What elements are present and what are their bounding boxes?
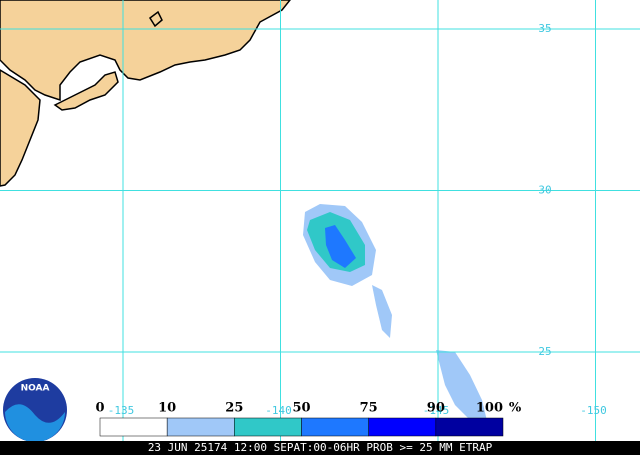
legend-swatch bbox=[435, 417, 504, 437]
lat-label: 35 bbox=[538, 22, 551, 35]
lon-label: -145 bbox=[423, 404, 450, 417]
legend-swatch bbox=[234, 417, 302, 437]
lat-label: 25 bbox=[538, 345, 551, 358]
legend-swatch bbox=[301, 417, 369, 437]
footer-bar bbox=[0, 441, 640, 455]
legend-unit: % bbox=[509, 401, 522, 416]
noaa-logo: NOAA bbox=[3, 378, 67, 442]
legend-swatch bbox=[99, 417, 168, 437]
legend: 0 10 25 50 75 90 100% bbox=[95, 401, 522, 437]
precip bbox=[303, 204, 488, 425]
lon-label: -140 bbox=[265, 404, 292, 417]
legend-swatch bbox=[166, 417, 235, 437]
land bbox=[0, 0, 291, 187]
logo-text: NOAA bbox=[21, 384, 50, 394]
legend-label: 90 bbox=[427, 401, 445, 416]
legend-label: 50 bbox=[292, 401, 310, 416]
lat-label: 30 bbox=[538, 184, 551, 197]
legend-label: 100 bbox=[476, 401, 503, 416]
legend-swatch bbox=[368, 417, 437, 437]
legend-label: 25 bbox=[225, 401, 243, 416]
graticule: 35 30 25 -135 -140 -145 -150 bbox=[0, 0, 640, 441]
footer-text: 23 JUN 25174 12:00 SEPAT:00-06HR PROB >=… bbox=[148, 441, 493, 454]
legend-label: 75 bbox=[360, 401, 378, 416]
legend-label: 0 bbox=[95, 401, 104, 416]
legend-label: 10 bbox=[158, 401, 176, 416]
lon-label: -135 bbox=[108, 404, 135, 417]
lon-label: -150 bbox=[580, 404, 607, 417]
